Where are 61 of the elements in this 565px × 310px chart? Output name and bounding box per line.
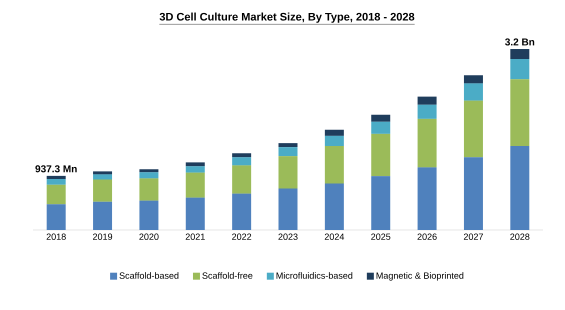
x-tick-label: 2018 (46, 234, 66, 240)
bar (464, 75, 483, 84)
bar (93, 180, 112, 202)
bar (418, 167, 437, 230)
bar (139, 200, 158, 230)
bar (232, 194, 252, 230)
bar (278, 147, 298, 156)
bar (278, 143, 298, 148)
bar (186, 198, 205, 230)
bar (464, 83, 483, 101)
bar (139, 178, 158, 201)
bar (278, 188, 298, 230)
bar (464, 100, 483, 158)
legend-label: Microfluidics-based (276, 272, 352, 279)
x-tick-label: 2025 (371, 234, 390, 240)
bar (232, 157, 252, 166)
bar (510, 79, 530, 146)
annotation: 937.3 Mn (35, 165, 77, 172)
chart-title: 3D Cell Culture Market Size, By Type, 2018 - 2028 (160, 12, 414, 23)
bar (418, 104, 437, 119)
bar (139, 169, 158, 172)
bar (93, 202, 112, 230)
bar (186, 172, 205, 198)
x-tick-label: 2021 (186, 234, 205, 240)
bar (186, 166, 205, 173)
legend-label: Scaffold-free (202, 272, 252, 279)
bar (464, 157, 483, 230)
x-tick-label: 2028 (510, 234, 530, 240)
bar (510, 146, 530, 230)
bar (324, 136, 344, 146)
bar (278, 156, 298, 189)
x-tick-label: 2019 (93, 234, 112, 240)
bar (232, 165, 252, 194)
x-tick-label: 2020 (139, 234, 159, 240)
bar (93, 174, 112, 180)
x-tick-label: 2022 (232, 234, 252, 240)
annotation: 3.2 Bn (505, 38, 534, 46)
bar (139, 172, 158, 178)
x-tick-label: 2027 (464, 234, 483, 240)
bar (324, 146, 344, 184)
legend-label: Scaffold-based (120, 272, 178, 279)
x-tick-label: 2024 (324, 234, 344, 240)
bar (418, 118, 437, 168)
bar (46, 178, 66, 185)
legend-label: Magnetic & Bioprinted (376, 272, 464, 281)
bar (371, 114, 390, 122)
x-tick-label: 2026 (418, 234, 437, 240)
bar (324, 183, 344, 230)
bar (93, 171, 112, 174)
bar (418, 96, 437, 105)
bar (46, 204, 66, 230)
bar (324, 130, 344, 136)
bar (46, 184, 66, 204)
x-tick-label: 2023 (278, 234, 298, 240)
bar (46, 176, 66, 179)
bar (510, 58, 530, 80)
bar (371, 122, 390, 134)
bar (510, 49, 530, 59)
bar (186, 162, 205, 166)
bar (371, 134, 390, 176)
bar (371, 176, 390, 230)
